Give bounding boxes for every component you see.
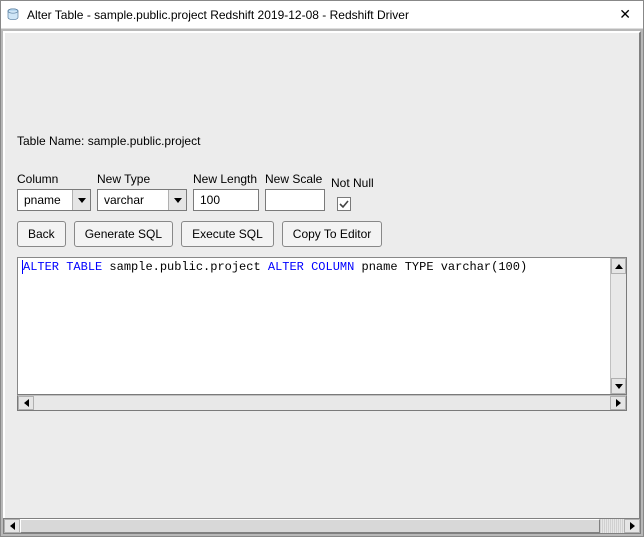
column-select[interactable]: pname <box>17 189 91 211</box>
notnull-field: Not Null <box>331 176 374 211</box>
chevron-down-icon <box>168 190 186 210</box>
scroll-left-icon[interactable] <box>18 396 34 410</box>
database-icon <box>5 7 21 23</box>
chevron-down-icon <box>72 190 90 210</box>
scrollbar-track[interactable] <box>20 519 624 533</box>
column-select-value: pname <box>18 193 72 207</box>
scrollbar-track[interactable] <box>611 274 626 378</box>
execute-sql-button[interactable]: Execute SQL <box>181 221 274 247</box>
table-name-label: Table Name: sample.public.project <box>17 134 627 148</box>
button-row: Back Generate SQL Execute SQL Copy To Ed… <box>17 221 627 247</box>
newtype-label: New Type <box>97 172 187 186</box>
horizontal-scrollbar[interactable] <box>17 395 627 411</box>
scrollbar-track[interactable] <box>34 396 610 410</box>
back-button[interactable]: Back <box>17 221 66 247</box>
generate-sql-button[interactable]: Generate SQL <box>74 221 173 247</box>
sql-textarea[interactable]: ALTER TABLE sample.public.project ALTER … <box>17 257 627 395</box>
newscale-field: New Scale <box>265 172 325 211</box>
newlength-input[interactable] <box>193 189 259 211</box>
copy-to-editor-button[interactable]: Copy To Editor <box>282 221 383 247</box>
column-label: Column <box>17 172 91 186</box>
window-title: Alter Table - sample.public.project Reds… <box>27 8 615 22</box>
newtype-select[interactable]: varchar <box>97 189 187 211</box>
sql-text: ALTER TABLE sample.public.project ALTER … <box>18 258 610 394</box>
newlength-label: New Length <box>193 172 259 186</box>
main-panel: Table Name: sample.public.project Column… <box>3 31 641 531</box>
column-field: Column pname <box>17 172 91 211</box>
newtype-select-value: varchar <box>98 193 168 207</box>
newlength-field: New Length <box>193 172 259 211</box>
window: Alter Table - sample.public.project Reds… <box>0 0 644 537</box>
vertical-scrollbar[interactable] <box>610 258 626 394</box>
newscale-input[interactable] <box>265 189 325 211</box>
form-row: Column pname New Type varchar <box>17 172 627 211</box>
scroll-down-icon[interactable] <box>611 378 626 394</box>
close-icon[interactable]: ✕ <box>615 6 635 23</box>
scrollbar-thumb[interactable] <box>20 519 600 533</box>
outer-horizontal-scrollbar[interactable] <box>3 518 641 534</box>
titlebar: Alter Table - sample.public.project Reds… <box>1 1 643 29</box>
newscale-label: New Scale <box>265 172 325 186</box>
content-area: Table Name: sample.public.project Column… <box>1 29 643 536</box>
scroll-right-icon[interactable] <box>624 519 640 533</box>
scroll-right-icon[interactable] <box>610 396 626 410</box>
newtype-field: New Type varchar <box>97 172 187 211</box>
notnull-checkbox[interactable] <box>337 197 351 211</box>
notnull-label: Not Null <box>331 176 374 190</box>
scroll-up-icon[interactable] <box>611 258 626 274</box>
scroll-left-icon[interactable] <box>4 519 20 533</box>
